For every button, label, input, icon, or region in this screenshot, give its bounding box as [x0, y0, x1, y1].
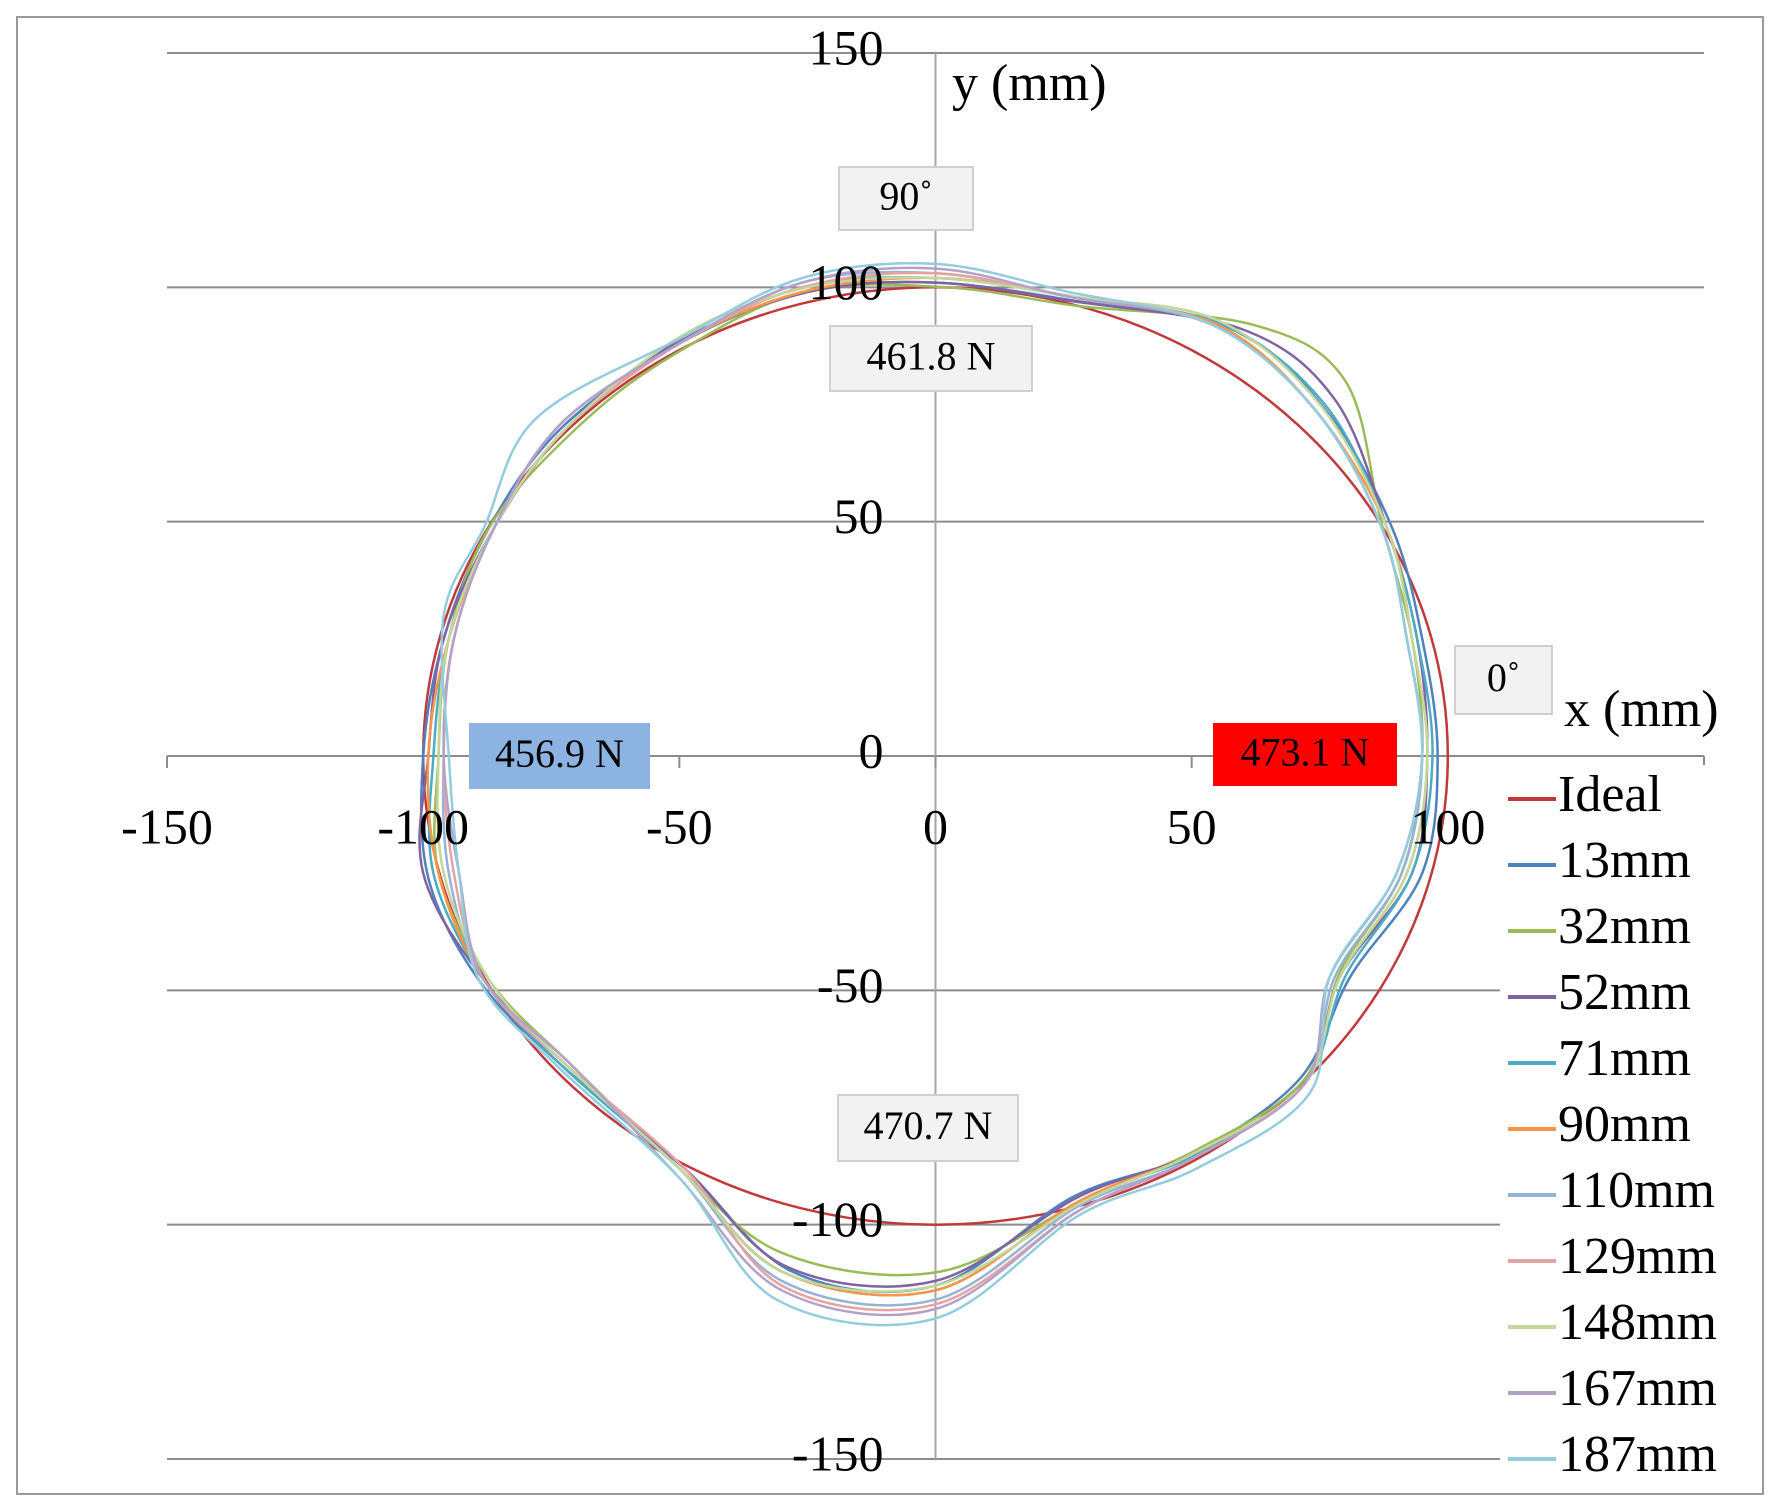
annotation-box: [1213, 723, 1397, 786]
annotation-text: 0˚: [1487, 655, 1520, 700]
annotation-text: 90˚: [879, 174, 932, 219]
annotation-box: [838, 166, 974, 231]
annotation-text: 456.9 N: [495, 731, 624, 776]
annotation-box: [469, 723, 650, 789]
y-tick-label: 100: [809, 254, 884, 310]
legend-label: Ideal: [1558, 766, 1662, 823]
x-tick-label: 0: [923, 798, 948, 854]
legend-label: 32mm: [1558, 898, 1691, 955]
y-tick-label: -150: [792, 1425, 884, 1481]
series-line: [440, 262, 1424, 1327]
legend-label: 167mm: [1558, 1360, 1717, 1417]
legend-label: 187mm: [1558, 1426, 1717, 1483]
x-axis-label: x (mm): [1564, 681, 1719, 738]
annotation-text: 461.8 N: [867, 334, 996, 379]
y-tick-label: 0: [859, 722, 884, 778]
y-tick-label: 150: [809, 19, 884, 75]
legend-label: 52mm: [1558, 964, 1691, 1021]
annotation-text: 473.1 N: [1241, 730, 1370, 775]
annotation-box: [829, 325, 1033, 392]
annotation-box: [1454, 645, 1553, 715]
legend-label: 148mm: [1558, 1294, 1717, 1351]
x-tick-label: 100: [1410, 798, 1485, 854]
x-tick-label: -150: [121, 798, 213, 854]
y-tick-label: 50: [834, 488, 884, 544]
legend-label: 13mm: [1558, 832, 1691, 889]
y-tick-label: -100: [792, 1191, 884, 1247]
annotation-box: [837, 1094, 1019, 1162]
y-axis-label: y (mm): [952, 55, 1107, 112]
x-tick-label: -50: [646, 798, 713, 854]
legend-label: 110mm: [1558, 1162, 1715, 1219]
series-line: [427, 275, 1434, 1297]
legend-label: 71mm: [1558, 1030, 1691, 1087]
x-tick-label: -100: [377, 798, 469, 854]
legend-label: 129mm: [1558, 1228, 1717, 1285]
y-tick-label: -50: [817, 957, 884, 1013]
series-line: [436, 276, 1429, 1293]
legend-label: 90mm: [1558, 1096, 1691, 1153]
annotation-text: 470.7 N: [864, 1103, 993, 1148]
x-tick-label: 50: [1167, 798, 1217, 854]
